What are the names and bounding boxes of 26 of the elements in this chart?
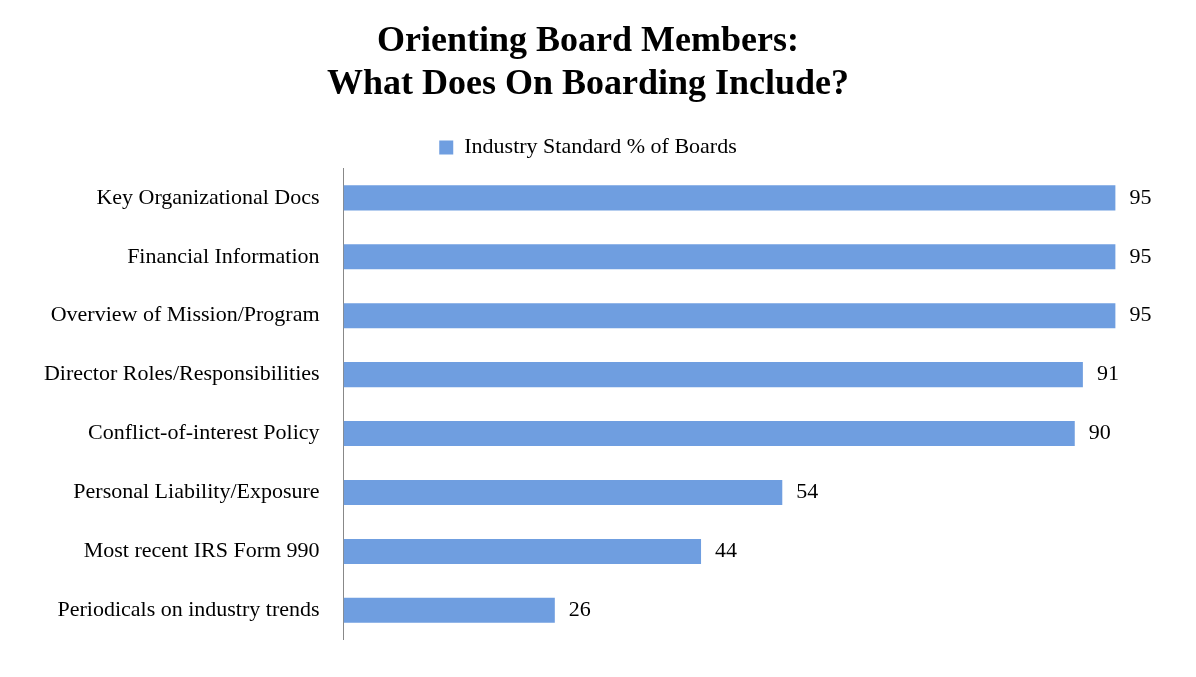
legend-label: Industry Standard % of Boards bbox=[464, 133, 737, 159]
data-label: 95 bbox=[1129, 301, 1152, 327]
data-label: 26 bbox=[568, 596, 591, 622]
y-tick-label: Key Organizational Docs bbox=[96, 183, 320, 209]
data-label: 90 bbox=[1088, 419, 1111, 445]
bar bbox=[343, 362, 1083, 388]
bar bbox=[343, 538, 702, 564]
bar bbox=[343, 303, 1116, 329]
data-label: 54 bbox=[796, 478, 819, 504]
data-label: 91 bbox=[1096, 360, 1119, 386]
data-label: 95 bbox=[1129, 183, 1152, 209]
y-tick-label: Overview of Mission/Program bbox=[50, 301, 320, 327]
bar bbox=[343, 244, 1116, 270]
y-tick-label: Director Roles/Responsibilities bbox=[43, 360, 320, 386]
bar bbox=[343, 421, 1075, 447]
bar bbox=[343, 479, 783, 506]
data-label: 44 bbox=[715, 537, 738, 563]
y-tick-label: Financial Information bbox=[127, 242, 320, 268]
bar bbox=[343, 597, 555, 623]
data-label: 95 bbox=[1129, 242, 1152, 268]
y-tick-label: Personal Liability/Exposure bbox=[73, 478, 320, 504]
bar bbox=[343, 185, 1116, 211]
y-tick-label: Periodicals on industry trends bbox=[57, 596, 320, 622]
chart-title: Orienting Board Members: What Does On Boarding Include? bbox=[326, 18, 850, 103]
y-tick-label: Most recent IRS Form 990 bbox=[83, 537, 320, 563]
y-tick-label: Conflict-of-interest Policy bbox=[88, 419, 320, 445]
